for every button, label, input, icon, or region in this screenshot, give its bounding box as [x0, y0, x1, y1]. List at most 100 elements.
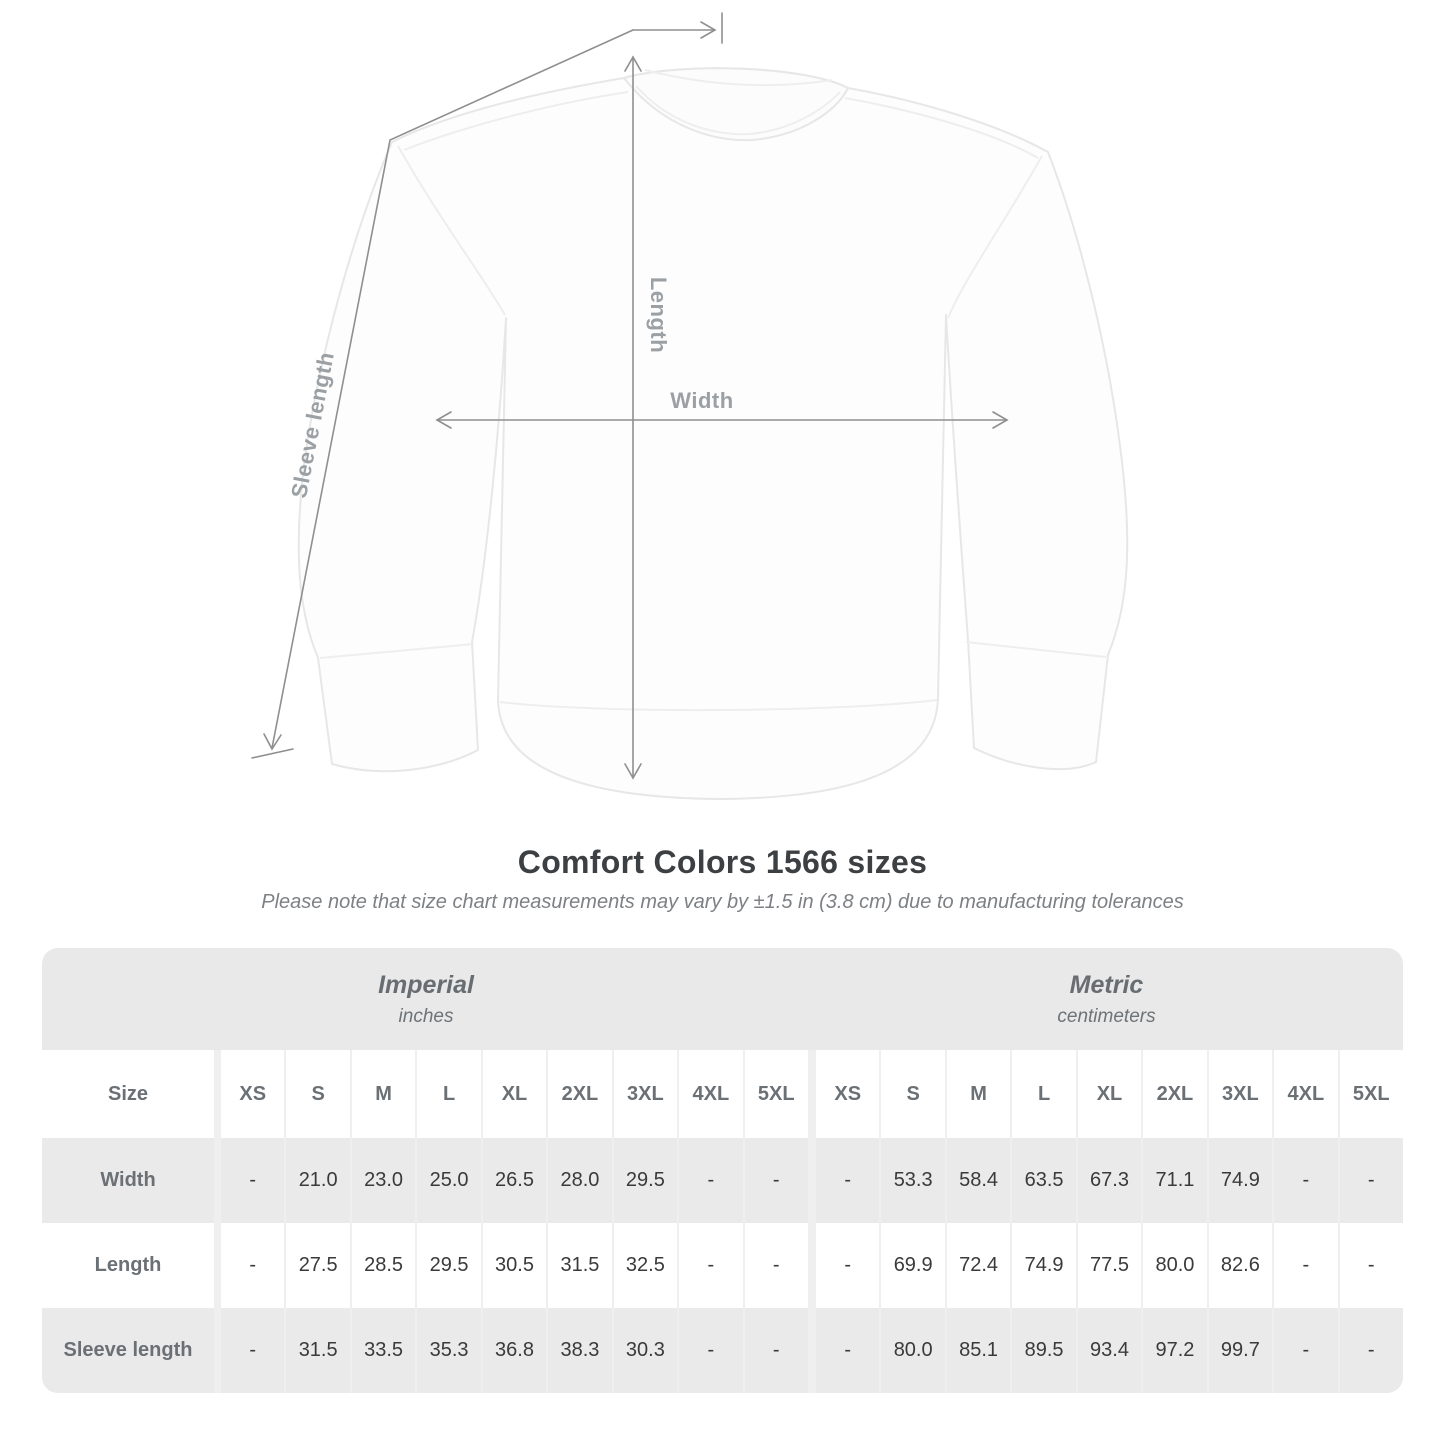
metric-unit-name: Metric — [1069, 970, 1144, 999]
metric-value-cell: 72.4 — [946, 1223, 1011, 1308]
imperial-unit-header: Imperial inches — [42, 948, 810, 1050]
imperial-size-cell: L — [417, 1050, 481, 1138]
imperial-unit-name: Imperial — [378, 970, 474, 999]
metric-size-cell: XL — [1077, 1050, 1142, 1138]
sweatshirt-illustration — [251, 12, 1129, 800]
table-row: Width -21.0 23.0 25.0 26.5 28.0 29.5- - -53.3 58.… — [42, 1138, 1403, 1223]
size-chart-table: Imperial inches Metric centimeters Size X… — [42, 948, 1403, 1393]
tolerance-note: Please note that size chart measurements… — [261, 891, 1184, 913]
metric-value-cell: 85.1 — [946, 1308, 1011, 1393]
imperial-value-cell: 28.0 — [548, 1138, 612, 1223]
metric-value-cell: - — [1339, 1138, 1403, 1223]
column-gap-spacer — [810, 1308, 814, 1393]
length-measure-label: Length — [646, 276, 671, 354]
column-gap-spacer — [810, 1223, 814, 1308]
metric-size-cell: 3XL — [1208, 1050, 1273, 1138]
metric-value-cell: 67.3 — [1077, 1138, 1142, 1223]
imperial-value-cell: 35.3 — [417, 1308, 481, 1393]
metric-value-cell: 99.7 — [1208, 1308, 1273, 1393]
width-measure-label: Width — [670, 388, 734, 413]
imperial-value-cell: - — [679, 1223, 743, 1308]
imperial-value-cell: - — [744, 1308, 808, 1393]
metric-value-cell: - — [815, 1138, 880, 1223]
imperial-value-cell: 36.8 — [482, 1308, 547, 1393]
column-gap-spacer — [216, 1050, 219, 1138]
measurement-arrows — [251, 12, 1009, 780]
metric-unit-header: Metric centimeters — [810, 948, 1403, 1050]
imperial-size-cell: M — [351, 1050, 416, 1138]
metric-size-cell: 2XL — [1143, 1050, 1207, 1138]
imperial-value-cell: 29.5 — [613, 1138, 678, 1223]
column-gap-spacer — [810, 1138, 814, 1223]
imperial-unit-sub: inches — [398, 1005, 454, 1027]
size-column-header: Size — [42, 1050, 214, 1138]
metric-value-cell: - — [1274, 1308, 1338, 1393]
metric-size-cell: 5XL — [1339, 1050, 1403, 1138]
imperial-value-cell: - — [679, 1308, 743, 1393]
metric-value-cell: 58.4 — [946, 1138, 1011, 1223]
metric-value-cell: - — [1274, 1138, 1338, 1223]
imperial-value-cell: - — [221, 1138, 285, 1223]
metric-value-cell: 82.6 — [1208, 1223, 1273, 1308]
metric-value-cell: 63.5 — [1012, 1138, 1076, 1223]
imperial-size-cell: 4XL — [679, 1050, 743, 1138]
column-gap-spacer — [216, 1138, 219, 1223]
imperial-size-cell: 5XL — [744, 1050, 808, 1138]
metric-unit-sub: centimeters — [1057, 1005, 1156, 1027]
imperial-value-cell: 32.5 — [613, 1223, 678, 1308]
metric-value-cell: 74.9 — [1012, 1223, 1076, 1308]
metric-value-cell: 71.1 — [1143, 1138, 1207, 1223]
imperial-value-cell: 31.5 — [548, 1223, 612, 1308]
size-guide-figure: Sleeve length Length Width — [251, 12, 1129, 800]
imperial-size-cell: XL — [482, 1050, 547, 1138]
imperial-value-cell: - — [744, 1138, 808, 1223]
imperial-value-cell: 26.5 — [482, 1138, 547, 1223]
page-title: Comfort Colors 1566 sizes — [517, 844, 928, 880]
metric-size-cell: S — [881, 1050, 945, 1138]
metric-value-cell: - — [1339, 1223, 1403, 1308]
metric-value-cell: 80.0 — [881, 1308, 945, 1393]
metric-size-cell: M — [946, 1050, 1011, 1138]
imperial-value-cell: 23.0 — [351, 1138, 416, 1223]
table-row: Length -27.5 28.5 29.5 30.5 31.5 32.5- - -69.9 72… — [42, 1223, 1403, 1308]
imperial-size-cell: S — [286, 1050, 350, 1138]
imperial-value-cell: - — [679, 1138, 743, 1223]
imperial-value-cell: - — [744, 1223, 808, 1308]
metric-value-cell: 93.4 — [1077, 1308, 1142, 1393]
size-header-row: Size XS S M L XL 2XL 3XL 4XL 5XL XS S M L XL 2XL 3XL 4XL 5… — [42, 1050, 1403, 1138]
imperial-value-cell: 21.0 — [286, 1138, 350, 1223]
metric-value-cell: - — [1274, 1223, 1338, 1308]
imperial-size-cell: 3XL — [613, 1050, 678, 1138]
row-label: Sleeve length — [42, 1308, 214, 1393]
metric-value-cell: 89.5 — [1012, 1308, 1076, 1393]
table-row: Sleeve length -31.5 33.5 35.3 36.8 38.3 30.3- -… — [42, 1308, 1403, 1393]
imperial-value-cell: - — [221, 1308, 285, 1393]
metric-value-cell: 74.9 — [1208, 1138, 1273, 1223]
metric-value-cell: 97.2 — [1143, 1308, 1207, 1393]
metric-value-cell: - — [815, 1308, 880, 1393]
imperial-value-cell: 29.5 — [417, 1223, 481, 1308]
imperial-value-cell: 27.5 — [286, 1223, 350, 1308]
metric-value-cell: - — [815, 1223, 880, 1308]
metric-size-cell: L — [1012, 1050, 1076, 1138]
metric-value-cell: - — [1339, 1308, 1403, 1393]
column-gap-spacer — [810, 1050, 814, 1138]
imperial-value-cell: 30.5 — [482, 1223, 547, 1308]
metric-value-cell: 53.3 — [881, 1138, 945, 1223]
imperial-value-cell: 25.0 — [417, 1138, 481, 1223]
metric-value-cell: 69.9 — [881, 1223, 945, 1308]
imperial-value-cell: 33.5 — [351, 1308, 416, 1393]
imperial-value-cell: 31.5 — [286, 1308, 350, 1393]
imperial-size-cell: 2XL — [548, 1050, 612, 1138]
imperial-value-cell: 30.3 — [613, 1308, 678, 1393]
metric-size-cell: XS — [815, 1050, 880, 1138]
metric-size-cell: 4XL — [1274, 1050, 1338, 1138]
row-label: Length — [42, 1223, 214, 1308]
imperial-size-cell: XS — [221, 1050, 285, 1138]
column-gap-spacer — [216, 1223, 219, 1308]
column-gap-spacer — [216, 1308, 219, 1393]
metric-value-cell: 77.5 — [1077, 1223, 1142, 1308]
unit-header-band: Imperial inches Metric centimeters — [42, 948, 1403, 1050]
measurement-rows: Width -21.0 23.0 25.0 26.5 28.0 29.5- - -53.3 58.… — [42, 1138, 1403, 1393]
imperial-value-cell: 38.3 — [548, 1308, 612, 1393]
